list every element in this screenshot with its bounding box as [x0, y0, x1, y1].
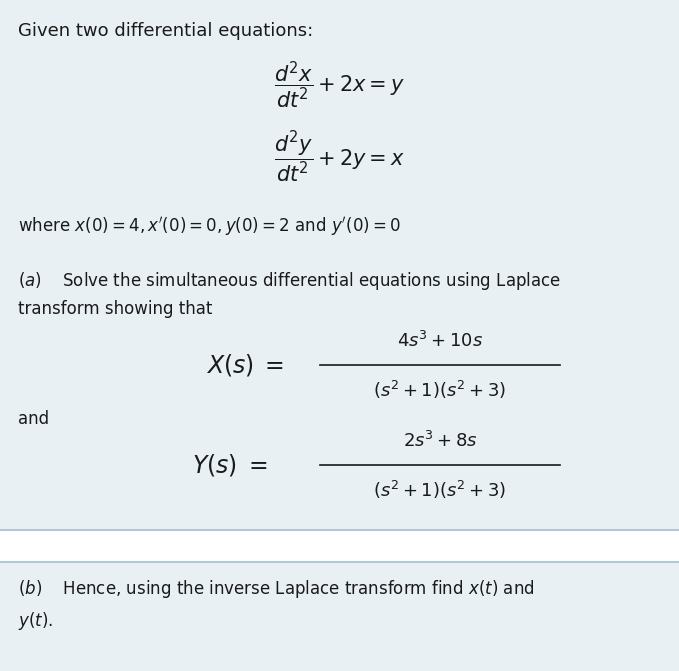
Text: $(s^2+1)(s^2+3)$: $(s^2+1)(s^2+3)$: [373, 379, 507, 401]
Text: transform showing that: transform showing that: [18, 300, 213, 318]
Text: where $x(0) = 4, x'(0) = 0, y(0) = 2$ and $y'(0) = 0$: where $x(0) = 4, x'(0) = 0, y(0) = 2$ an…: [18, 215, 401, 238]
Text: and: and: [18, 410, 49, 428]
Text: $y(t)$.: $y(t)$.: [18, 610, 53, 632]
Bar: [0, 562, 679, 671]
Bar: [0, 530, 679, 562]
Text: $(a)$    Solve the simultaneous differential equations using Laplace: $(a)$ Solve the simultaneous differentia…: [18, 270, 561, 292]
Text: Given two differential equations:: Given two differential equations:: [18, 22, 313, 40]
Text: $(b)$    Hence, using the inverse Laplace transform find $x(t)$ and: $(b)$ Hence, using the inverse Laplace t…: [18, 578, 534, 600]
Text: $Y(s)\;=$: $Y(s)\;=$: [192, 452, 268, 478]
Text: $\dfrac{d^2y}{dt^2} + 2y = x$: $\dfrac{d^2y}{dt^2} + 2y = x$: [274, 130, 405, 185]
Text: $2s^3+8s$: $2s^3+8s$: [403, 431, 477, 451]
Text: $X(s)\;=$: $X(s)\;=$: [206, 352, 284, 378]
Text: $\dfrac{d^2x}{dt^2} + 2x = y$: $\dfrac{d^2x}{dt^2} + 2x = y$: [274, 60, 405, 111]
Text: $4s^3+10s$: $4s^3+10s$: [397, 331, 483, 351]
Text: $(s^2+1)(s^2+3)$: $(s^2+1)(s^2+3)$: [373, 479, 507, 501]
